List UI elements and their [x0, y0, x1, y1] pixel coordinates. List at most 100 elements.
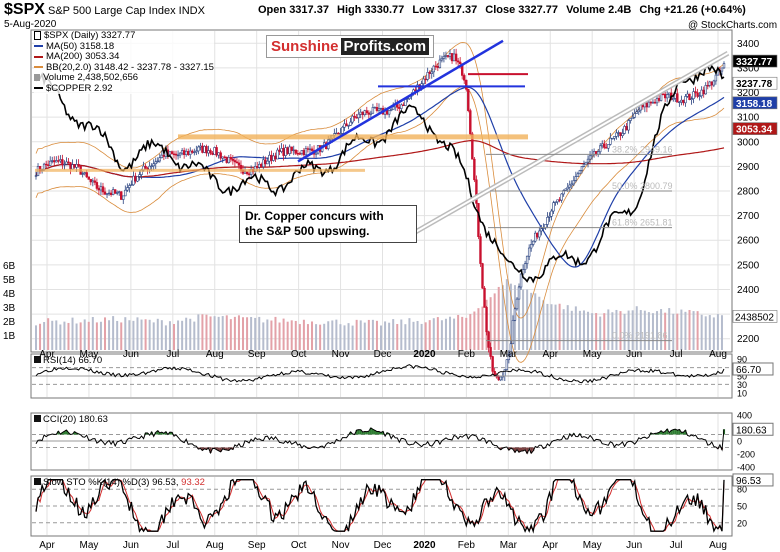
volume-bar: [505, 279, 508, 350]
candle-body: [353, 115, 356, 118]
price-flag: [732, 96, 778, 110]
volume-bar: [335, 319, 338, 350]
volume-bar: [639, 310, 642, 350]
volume-bar: [518, 283, 521, 350]
candle-body: [300, 150, 304, 154]
rsi-tick-label: 50: [737, 372, 747, 382]
legend-text: MA(50) 3158.18: [46, 40, 115, 52]
volume-bar: [75, 323, 78, 350]
month-label-bottom: Mar: [500, 540, 518, 551]
volume-tick-label: 2B: [3, 317, 16, 328]
candle-body: [704, 85, 707, 95]
month-label-bottom: Aug: [709, 540, 727, 551]
volume-bar: [233, 316, 236, 350]
candle-body: [688, 93, 691, 100]
copper-channel-inner: [404, 52, 729, 239]
candle-body: [280, 148, 283, 152]
candle-body: [95, 182, 99, 189]
volume-bar: [286, 321, 289, 350]
candle-body: [578, 170, 582, 175]
stockcharts-credit: @ StockCharts.com: [688, 20, 778, 31]
month-label-top: Mar: [500, 349, 518, 360]
candle-body: [55, 160, 58, 163]
candle-body: [665, 94, 669, 99]
candle-body: [513, 308, 517, 321]
month-label-bottom: Sep: [248, 540, 266, 551]
candle-body: [684, 96, 687, 104]
candle-body: [477, 203, 480, 237]
volume-bar: [489, 297, 492, 350]
volume-bar: [306, 324, 309, 350]
candle-body: [75, 164, 78, 168]
candle-body: [227, 157, 231, 163]
legend-item: BB(20,2.0) 3148.42 - 3237.78 - 3327.15: [34, 62, 214, 74]
candle-body: [197, 146, 200, 152]
volume-bar: [63, 321, 66, 350]
candle-body: [659, 93, 663, 101]
sto-label-d: 93.32: [181, 477, 205, 488]
candle-body: [621, 133, 624, 137]
candle-body: [335, 132, 338, 135]
candle-body: [184, 151, 188, 155]
candle-body: [655, 98, 659, 104]
candle-body: [199, 145, 202, 148]
candle-body: [450, 53, 454, 62]
price-candles: [34, 48, 726, 382]
volume-bar: [623, 313, 626, 350]
volume-tick-label: 5B: [3, 275, 16, 286]
candle-body: [430, 71, 433, 74]
legend-item: $COPPER 2.92: [34, 83, 214, 95]
price-tick-label: 2700: [737, 211, 760, 222]
candle-body: [81, 173, 84, 175]
volume-bar: [688, 309, 691, 350]
volume-bar: [449, 316, 452, 350]
candle-body: [700, 89, 703, 97]
candle-body: [682, 99, 685, 104]
volume-bar: [546, 303, 549, 350]
candle-body: [203, 146, 206, 153]
candle-body: [509, 343, 513, 355]
candle-body: [574, 176, 578, 181]
candle-body: [649, 101, 653, 104]
candle-body: [444, 55, 448, 57]
copper-and-ma-lines: [35, 64, 725, 284]
cci-label-text: CCI(20) 180.63: [43, 414, 108, 425]
price-flag-text: 3327.77: [736, 57, 773, 68]
sto-swatch: [34, 478, 41, 485]
volume-bar: [497, 286, 500, 350]
month-label-top: Jul: [670, 349, 683, 360]
volume-bar: [132, 320, 135, 350]
candle-body: [351, 115, 354, 123]
month-label-top: Nov: [332, 349, 350, 360]
candle-body: [211, 152, 214, 155]
candle-body: [625, 126, 628, 131]
candle-body: [113, 189, 117, 194]
volume-bar: [95, 322, 98, 350]
volume-bar: [570, 310, 573, 350]
price-tick-label: 3100: [737, 113, 760, 124]
candle-body: [507, 353, 511, 361]
volume-bar: [331, 320, 334, 350]
volume-bar: [708, 315, 711, 350]
volume-bar: [258, 316, 261, 350]
candle-body: [686, 93, 689, 97]
candle-body: [716, 70, 720, 76]
symbol: $SPX: [4, 1, 45, 18]
volume-bar: [647, 312, 650, 350]
candle-body: [611, 137, 614, 140]
volume-bar: [562, 309, 565, 350]
volume-bar: [71, 317, 74, 350]
month-label-bottom: Jul: [670, 540, 683, 551]
candle-body: [617, 132, 620, 134]
volume-bar: [436, 317, 439, 350]
candle-body: [292, 149, 295, 152]
candle-body: [529, 244, 533, 249]
candle-body: [270, 154, 273, 161]
volume-bar: [408, 318, 411, 350]
volume-tick-label: 1B: [3, 331, 16, 342]
candle-body: [651, 101, 655, 104]
candle-body: [452, 53, 456, 62]
month-label-bottom: Apr: [39, 540, 55, 551]
price-flag-text: 3053.34: [736, 125, 773, 136]
candle-body: [657, 98, 661, 101]
